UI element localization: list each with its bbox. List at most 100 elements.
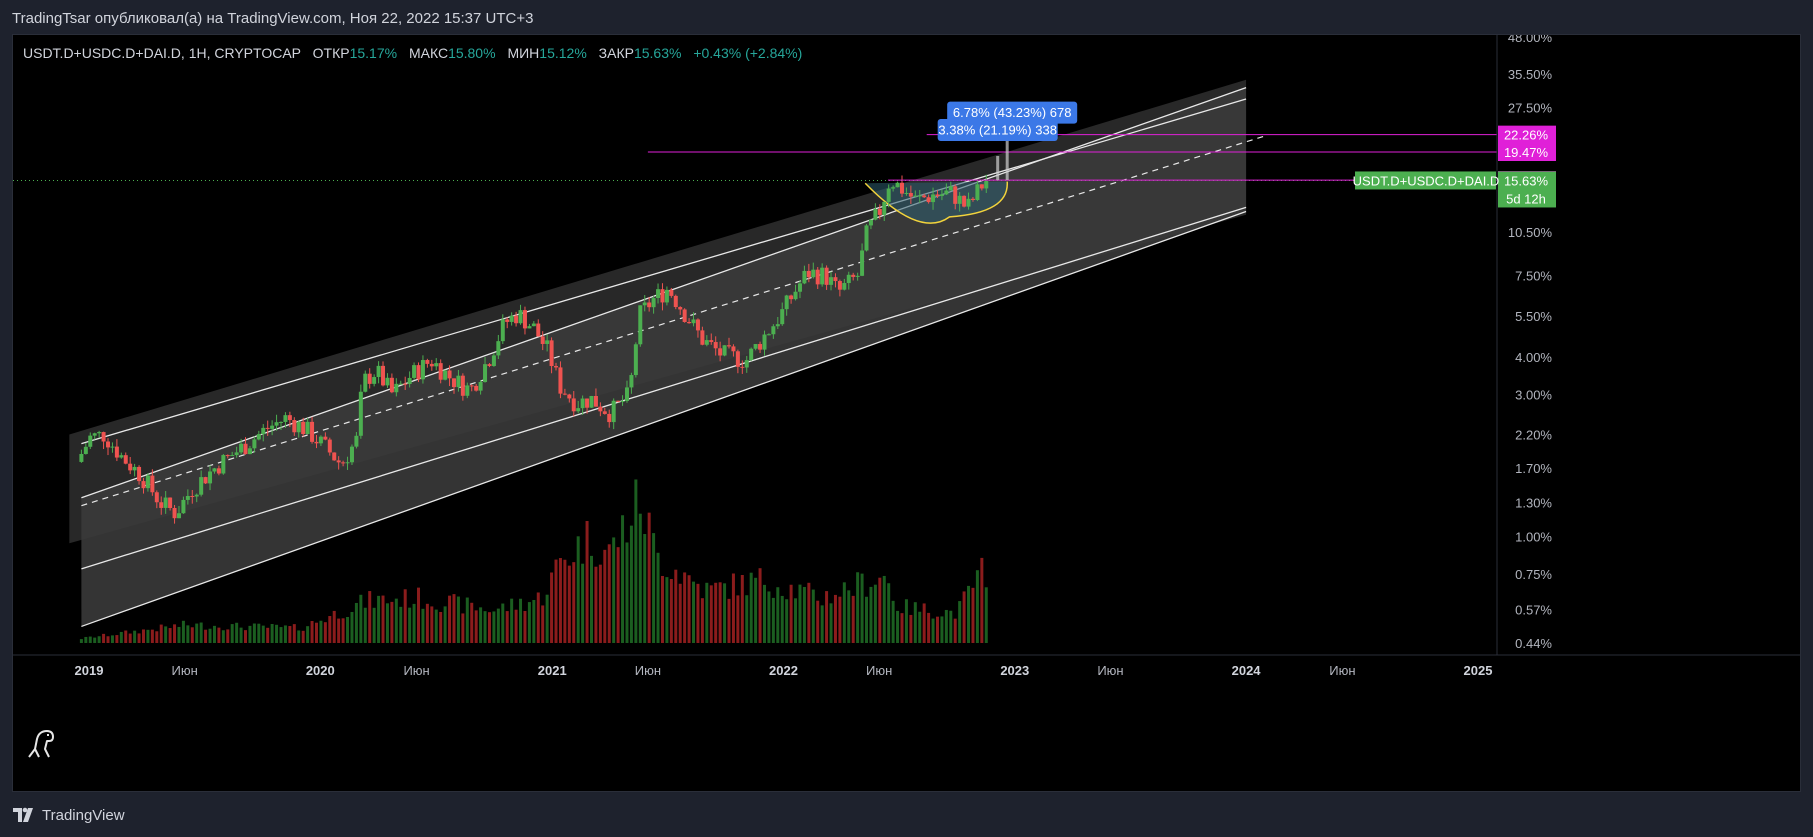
volume-bar <box>851 595 855 643</box>
price-tick-label: 7.50% <box>1515 269 1552 284</box>
volume-bar <box>377 595 381 643</box>
volume-bar <box>665 577 669 643</box>
candle-body <box>864 225 869 251</box>
volume-bar <box>79 639 83 643</box>
volume-bar <box>780 595 784 643</box>
candle-body <box>966 198 971 207</box>
candle-body <box>203 477 208 484</box>
measure-label-box <box>947 101 1078 124</box>
volume-bar <box>146 629 150 643</box>
candle-body <box>753 344 758 349</box>
volume-bar <box>275 624 279 643</box>
volume-bar <box>439 611 443 643</box>
volume-bar <box>598 564 602 643</box>
candle-body <box>531 323 536 327</box>
volume-bar <box>576 536 580 643</box>
symbol-name-tag-label: USDT.D+USDC.D+DAI.D <box>1353 173 1500 188</box>
candle-body <box>123 455 128 464</box>
volume-bar <box>164 626 168 643</box>
price-chart[interactable]: 6.78% (43.23%) 678 3.38% (21.19%) 338 48.0… <box>13 35 1800 791</box>
candle-body <box>682 309 687 322</box>
price-tick-label: 1.30% <box>1515 496 1552 511</box>
volume-bar <box>496 608 500 643</box>
volume-bar <box>678 583 682 643</box>
channel-upper-inner-line <box>81 98 1247 445</box>
volume-bar <box>514 609 518 643</box>
candle-body <box>327 439 332 453</box>
price-tick-label: 0.57% <box>1515 602 1552 617</box>
volume-bar <box>572 562 576 643</box>
volume-bar <box>638 513 642 643</box>
candle-body <box>234 452 239 456</box>
volume-bar <box>128 633 132 643</box>
time-tick-label: Июн <box>1329 663 1355 678</box>
candle-body <box>846 274 851 284</box>
volume-bar <box>589 555 593 643</box>
price-tick-label: 2.20% <box>1515 427 1552 442</box>
candle-body <box>381 365 386 386</box>
candle-body <box>962 195 967 207</box>
volume-bar <box>323 622 327 643</box>
current-price-tag <box>1498 171 1556 208</box>
candle-body <box>691 319 696 324</box>
volume-bar <box>283 625 287 643</box>
volume-bar <box>257 623 261 643</box>
symbol-name-tag <box>1355 171 1496 190</box>
volume-bar <box>550 572 554 643</box>
price-level-tag-label: 19.47% <box>1504 145 1549 160</box>
volume-bar <box>332 610 336 643</box>
candle-body <box>567 394 572 399</box>
price-tick-label: 27.50% <box>1508 100 1553 115</box>
candle-body <box>514 315 519 324</box>
candle-body <box>469 385 474 387</box>
candle-body <box>749 348 754 361</box>
volume-bar <box>740 575 744 643</box>
volume-bar <box>856 572 860 643</box>
candle-body <box>829 277 834 285</box>
volume-bar <box>328 616 332 643</box>
volume-bar <box>487 612 491 643</box>
volume-bar <box>594 566 598 643</box>
channel-midline <box>81 135 1267 507</box>
volume-bar <box>967 585 971 643</box>
volume-bar <box>545 594 549 643</box>
candle-body <box>110 446 115 448</box>
price-tick-label: 0.75% <box>1515 567 1552 582</box>
footer: TradingView <box>12 804 125 826</box>
volume-bar <box>102 633 106 643</box>
candle-body <box>868 219 873 226</box>
candle-body <box>349 446 354 463</box>
volume-bar <box>168 628 172 643</box>
legend-close-label: ЗАКР <box>598 45 634 61</box>
candle-body <box>664 289 669 303</box>
candle-body <box>713 342 718 349</box>
candle-body <box>944 190 949 195</box>
volume-bar <box>470 602 474 643</box>
candle-body <box>913 195 918 197</box>
volume-bar <box>723 583 727 643</box>
volume-bar <box>660 575 664 643</box>
candle-body <box>460 375 465 396</box>
volume-bar <box>110 635 114 643</box>
candle-body <box>79 453 84 462</box>
legend-close-value: 15.63% <box>633 45 682 61</box>
volume-bar <box>625 542 629 643</box>
candle-body <box>891 187 896 189</box>
volume-bar <box>696 583 700 643</box>
volume-bar <box>647 512 651 643</box>
volume-bar <box>443 606 447 643</box>
volume-bar <box>261 625 265 643</box>
time-tick-label: Июн <box>866 663 892 678</box>
candle-body <box>585 398 590 408</box>
candle-body <box>780 309 785 325</box>
candle-body <box>212 468 217 472</box>
candle-body <box>287 415 292 421</box>
candle-body <box>931 194 936 203</box>
candle-body <box>518 310 523 324</box>
volume-bar <box>212 625 216 643</box>
candle-body <box>434 363 439 367</box>
candle-body <box>939 194 944 197</box>
chart-pane[interactable]: 6.78% (43.23%) 678 3.38% (21.19%) 338 48.0… <box>12 34 1801 792</box>
candle-body <box>500 319 505 342</box>
volume-bar <box>798 584 802 643</box>
